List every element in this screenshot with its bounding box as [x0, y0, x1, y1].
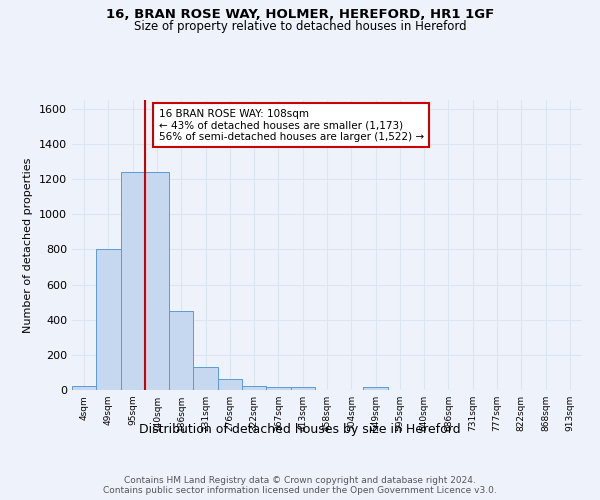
- Bar: [96, 250, 121, 390]
- Bar: [193, 367, 218, 390]
- Bar: [290, 388, 315, 390]
- Bar: [364, 388, 388, 390]
- Y-axis label: Number of detached properties: Number of detached properties: [23, 158, 34, 332]
- Bar: [72, 386, 96, 390]
- Text: Size of property relative to detached houses in Hereford: Size of property relative to detached ho…: [134, 20, 466, 33]
- Bar: [121, 172, 145, 390]
- Text: Distribution of detached houses by size in Hereford: Distribution of detached houses by size …: [139, 422, 461, 436]
- Text: 16, BRAN ROSE WAY, HOLMER, HEREFORD, HR1 1GF: 16, BRAN ROSE WAY, HOLMER, HEREFORD, HR1…: [106, 8, 494, 20]
- Bar: [145, 172, 169, 390]
- Bar: [242, 386, 266, 390]
- Text: 16 BRAN ROSE WAY: 108sqm
← 43% of detached houses are smaller (1,173)
56% of sem: 16 BRAN ROSE WAY: 108sqm ← 43% of detach…: [158, 108, 424, 142]
- Bar: [169, 311, 193, 390]
- Text: Contains HM Land Registry data © Crown copyright and database right 2024.
Contai: Contains HM Land Registry data © Crown c…: [103, 476, 497, 495]
- Bar: [218, 378, 242, 390]
- Bar: [266, 388, 290, 390]
